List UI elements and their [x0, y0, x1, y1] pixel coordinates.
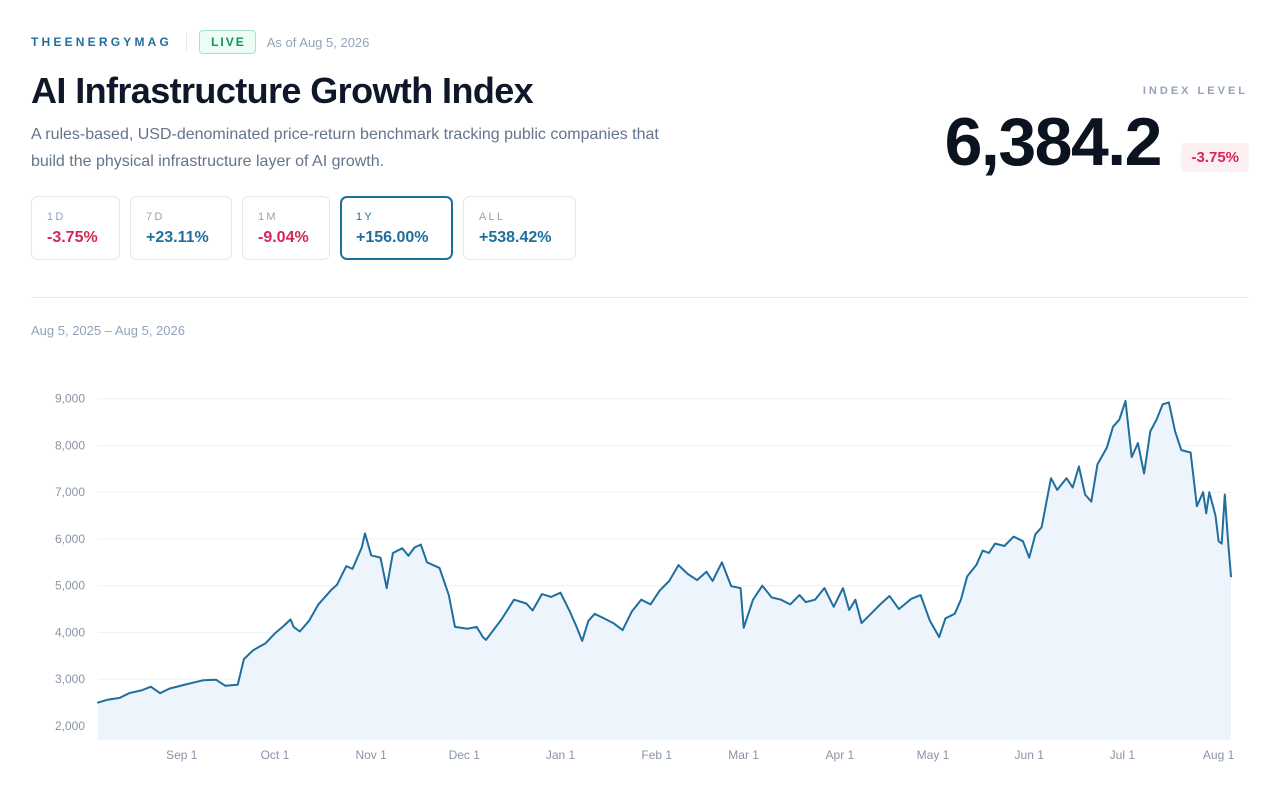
x-tick-label: Jan 1	[546, 748, 576, 762]
series-area	[98, 401, 1231, 740]
page-title: AI Infrastructure Growth Index	[31, 70, 534, 111]
series-line	[97, 400, 1232, 704]
live-badge: LIVE	[199, 30, 256, 54]
period-tab-7d[interactable]: 7D +23.11%	[130, 196, 232, 260]
x-tick-label: Oct 1	[261, 748, 290, 762]
period-label: 1Y	[356, 211, 374, 223]
period-return: +156.00%	[356, 229, 429, 246]
index-chart[interactable]: 2,000 3,000 4,000 5,000 6,000 7,000 8,000 9,000…	[0, 360, 1280, 780]
period-tab-1m[interactable]: 1M -9.04%	[242, 196, 330, 260]
y-tick-label: 5,000	[55, 579, 85, 593]
chart-date-range: Aug 5, 2025 – Aug 5, 2026	[31, 323, 185, 338]
page-subtitle: A rules-based, USD-denominated price-ret…	[31, 126, 659, 170]
index-level-label: INDEX LEVEL	[1142, 85, 1248, 97]
as-of-date: As of Aug 5, 2026	[266, 34, 370, 50]
x-tick-label: Mar 1	[728, 748, 759, 762]
brand-logo[interactable]: THEENERGYMAG	[31, 35, 173, 49]
period-label: 7D	[146, 211, 165, 223]
y-tick-label: 7,000	[55, 485, 85, 499]
y-tick-label: 3,000	[55, 672, 85, 686]
period-label: ALL	[479, 211, 506, 223]
x-tick-label: Sep 1	[166, 748, 198, 762]
x-tick-label: Jun 1	[1015, 748, 1045, 762]
y-tick-label: 2,000	[55, 719, 85, 733]
top-bar: THEENERGYMAG LIVE As of Aug 5, 2026	[31, 30, 369, 54]
x-tick-label: Aug 1	[1203, 748, 1235, 762]
x-tick-label: May 1	[917, 748, 950, 762]
header-divider	[186, 33, 188, 51]
period-tab-all[interactable]: ALL +538.42%	[463, 196, 576, 260]
y-tick-label: 4,000	[55, 625, 85, 639]
index-level-value: 6,384.2	[944, 104, 1163, 180]
period-return: -3.75%	[47, 229, 98, 246]
period-return: +538.42%	[479, 229, 552, 246]
period-return: -9.04%	[258, 229, 309, 246]
x-tick-label: Nov 1	[355, 748, 387, 762]
x-tick-label: Apr 1	[826, 748, 855, 762]
period-selector: 1D -3.75% 7D +23.11% 1M -9.04% 1Y +156.0…	[31, 196, 576, 260]
index-change-badge: -3.75%	[1181, 143, 1249, 172]
period-label: 1D	[47, 211, 66, 223]
period-return: +23.11%	[146, 229, 209, 246]
x-tick-label: Feb 1	[641, 748, 672, 762]
period-tab-1d[interactable]: 1D -3.75%	[31, 196, 120, 260]
period-label: 1M	[258, 211, 278, 223]
y-tick-label: 8,000	[55, 438, 85, 452]
x-tick-label: Dec 1	[449, 748, 481, 762]
y-tick-label: 9,000	[55, 392, 85, 406]
period-tab-1y[interactable]: 1Y +156.00%	[340, 196, 453, 260]
y-tick-label: 6,000	[55, 532, 85, 546]
x-tick-label: Jul 1	[1110, 748, 1136, 762]
section-divider	[31, 297, 1249, 298]
